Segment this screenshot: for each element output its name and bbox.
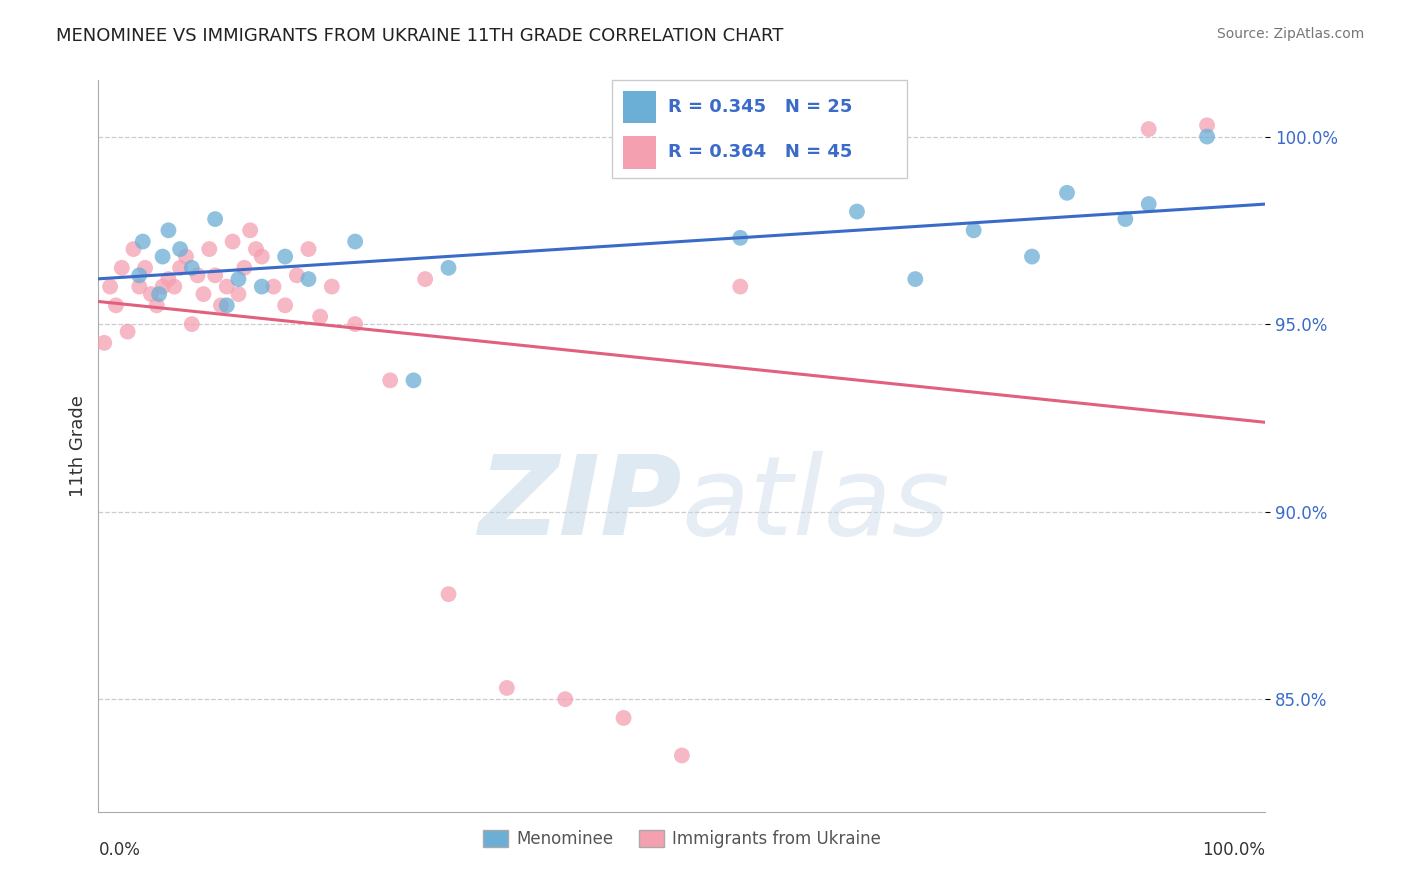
- Point: [169, 242, 191, 256]
- Point: [221, 235, 243, 249]
- Point: [671, 748, 693, 763]
- Point: [612, 711, 634, 725]
- Point: [245, 242, 267, 256]
- Point: [344, 317, 367, 331]
- Text: Source: ZipAtlas.com: Source: ZipAtlas.com: [1216, 27, 1364, 41]
- Point: [309, 310, 332, 324]
- Point: [730, 279, 752, 293]
- Point: [128, 268, 150, 283]
- Point: [437, 260, 460, 275]
- Point: [413, 272, 436, 286]
- Point: [274, 250, 297, 264]
- Point: [93, 335, 115, 350]
- Text: MENOMINEE VS IMMIGRANTS FROM UKRAINE 11TH GRADE CORRELATION CHART: MENOMINEE VS IMMIGRANTS FROM UKRAINE 11T…: [56, 27, 783, 45]
- Point: [962, 223, 984, 237]
- Point: [215, 298, 238, 312]
- Point: [321, 279, 343, 293]
- Point: [98, 279, 121, 293]
- Point: [262, 279, 284, 293]
- Point: [174, 250, 197, 264]
- Point: [1114, 212, 1136, 227]
- Point: [204, 268, 226, 283]
- Point: [215, 279, 238, 293]
- Point: [146, 298, 169, 312]
- Point: [285, 268, 308, 283]
- Point: [554, 692, 576, 706]
- Point: [1137, 197, 1160, 211]
- Point: [437, 587, 460, 601]
- Point: [128, 279, 150, 293]
- Point: [1021, 250, 1043, 264]
- Point: [169, 260, 191, 275]
- Point: [904, 272, 927, 286]
- Point: [297, 272, 319, 286]
- Text: R = 0.364   N = 45: R = 0.364 N = 45: [668, 143, 852, 161]
- Point: [228, 287, 250, 301]
- Point: [250, 279, 273, 293]
- FancyBboxPatch shape: [623, 136, 655, 169]
- Point: [1056, 186, 1078, 200]
- Point: [297, 242, 319, 256]
- FancyBboxPatch shape: [612, 80, 907, 178]
- Point: [152, 250, 174, 264]
- Point: [193, 287, 215, 301]
- Point: [402, 373, 425, 387]
- Point: [117, 325, 139, 339]
- Point: [1137, 122, 1160, 136]
- Legend: Menominee, Immigrants from Ukraine: Menominee, Immigrants from Ukraine: [477, 823, 887, 855]
- Point: [122, 242, 145, 256]
- Point: [152, 279, 174, 293]
- Point: [104, 298, 127, 312]
- Y-axis label: 11th Grade: 11th Grade: [69, 395, 87, 497]
- Point: [380, 373, 402, 387]
- Point: [198, 242, 221, 256]
- Point: [180, 260, 202, 275]
- Text: atlas: atlas: [682, 451, 950, 558]
- Point: [1197, 118, 1219, 132]
- Point: [187, 268, 209, 283]
- Text: 100.0%: 100.0%: [1202, 841, 1265, 859]
- Point: [157, 223, 180, 237]
- Point: [163, 279, 186, 293]
- Point: [1197, 129, 1219, 144]
- Point: [228, 272, 250, 286]
- Point: [139, 287, 162, 301]
- Point: [344, 235, 367, 249]
- Text: 0.0%: 0.0%: [98, 841, 141, 859]
- Point: [132, 235, 155, 249]
- Text: ZIP: ZIP: [478, 451, 682, 558]
- FancyBboxPatch shape: [623, 91, 655, 123]
- Point: [846, 204, 869, 219]
- Point: [204, 212, 226, 227]
- Point: [157, 272, 180, 286]
- Point: [180, 317, 202, 331]
- Point: [233, 260, 256, 275]
- Point: [496, 681, 519, 695]
- Point: [209, 298, 232, 312]
- Point: [239, 223, 262, 237]
- Point: [111, 260, 134, 275]
- Point: [274, 298, 297, 312]
- Point: [730, 231, 752, 245]
- Point: [250, 250, 273, 264]
- Point: [134, 260, 156, 275]
- Text: R = 0.345   N = 25: R = 0.345 N = 25: [668, 98, 852, 116]
- Point: [148, 287, 170, 301]
